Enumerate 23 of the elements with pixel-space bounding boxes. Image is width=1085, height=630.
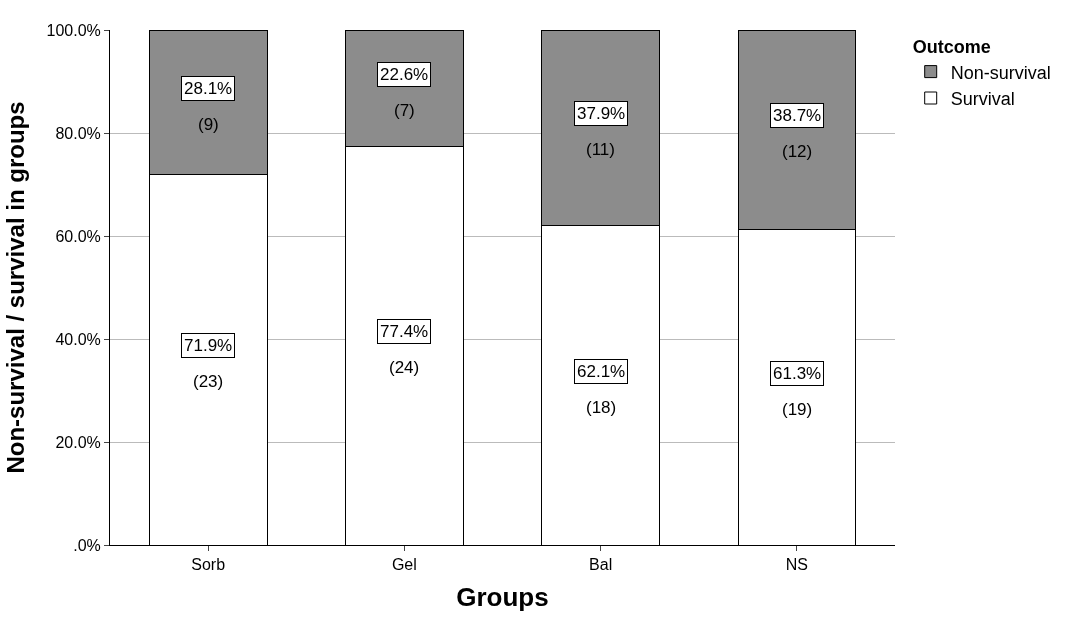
x-tick-label: Bal xyxy=(589,556,613,574)
x-axis-title: Groups xyxy=(456,581,549,612)
legend-label: Non-survival xyxy=(950,62,1051,83)
y-tick-label: 100.0% xyxy=(46,21,101,39)
legend-title: Outcome xyxy=(912,37,991,58)
data-label: 62.1% (18) xyxy=(577,362,626,417)
data-label: 38.7% (12) xyxy=(773,106,822,161)
data-label: 71.9% (23) xyxy=(184,336,233,391)
y-tick-label: 40.0% xyxy=(55,330,101,348)
y-tick-label: 80.0% xyxy=(55,124,101,142)
data-label: 28.1% (9) xyxy=(184,79,233,134)
data-label: 22.6% (7) xyxy=(380,65,429,120)
x-tick-label: Sorb xyxy=(191,556,226,574)
legend-label: Survival xyxy=(950,89,1015,110)
y-tick-label: .0% xyxy=(73,536,101,554)
y-tick-label: 20.0% xyxy=(55,433,101,451)
x-tick-label: NS xyxy=(785,556,808,574)
x-tick-label: Gel xyxy=(391,556,417,574)
y-tick-label: 60.0% xyxy=(55,227,101,245)
data-label: 61.3% (19) xyxy=(773,364,822,419)
data-label: 37.9% (11) xyxy=(577,104,626,159)
data-label: 77.4% (24) xyxy=(380,322,429,377)
y-axis-title: Non-survival / survival in groups xyxy=(1,101,29,474)
